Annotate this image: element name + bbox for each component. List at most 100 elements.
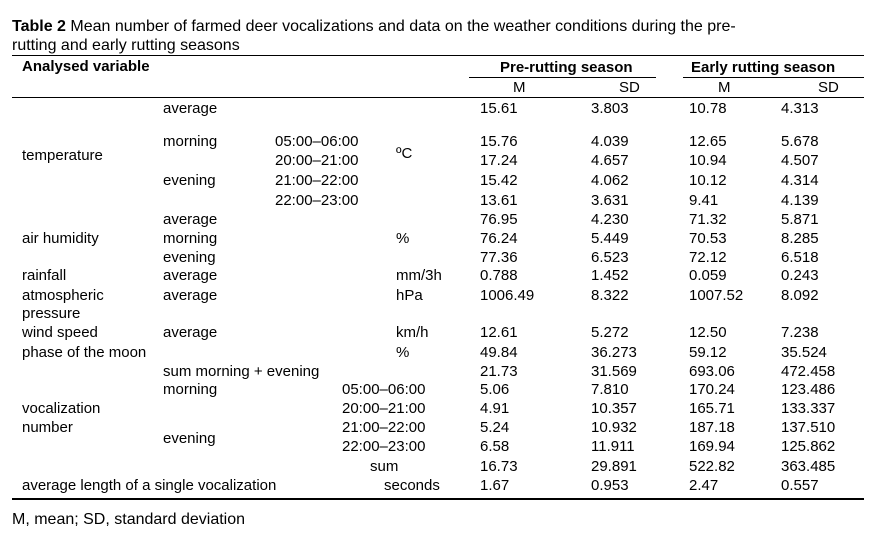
sublabel-vocal-sum: sum <box>370 458 399 475</box>
row-9-m-pre: 1006.49 <box>480 287 535 304</box>
row-18-sd-pre: 0.953 <box>591 477 629 494</box>
row-18-m-pre: 1.67 <box>480 477 510 494</box>
time-temp-3: 21:00–22:00 <box>275 172 359 189</box>
row-5-sd-early: 5.871 <box>781 211 819 228</box>
row-0-m-early: 10.78 <box>689 100 727 117</box>
row-16-m-pre: 6.58 <box>480 438 510 455</box>
label-vocalization: vocalization <box>22 400 101 417</box>
unit-rainfall: mm/3h <box>396 267 442 284</box>
sublabel-wind-average: average <box>163 324 218 341</box>
time-temp-4: 22:00–23:00 <box>275 192 359 209</box>
row-15-m-pre: 5.24 <box>480 419 510 436</box>
row-6-m-early: 70.53 <box>689 230 727 247</box>
row-15-sd-early: 137.510 <box>781 419 836 436</box>
header-sd-pre: SD <box>619 79 640 96</box>
row-18-sd-early: 0.557 <box>781 477 819 494</box>
row-8-m-early: 0.059 <box>689 267 727 284</box>
time-vocal-1: 05:00–06:00 <box>342 381 426 398</box>
time-vocal-2: 20:00–21:00 <box>342 400 426 417</box>
row-6-m-pre: 76.24 <box>480 230 518 247</box>
sublabel-vocal-evening: evening <box>163 430 216 447</box>
row-18-m-early: 2.47 <box>689 477 719 494</box>
row-16-sd-early: 125.862 <box>781 438 836 455</box>
header-m-early: M <box>718 79 731 96</box>
season-rule-early <box>683 77 864 78</box>
label-wind-speed: wind speed <box>22 324 98 341</box>
row-5-m-pre: 76.95 <box>480 211 518 228</box>
table-footnote: M, mean; SD, standard deviation <box>12 511 246 528</box>
row-14-m-early: 165.71 <box>689 400 735 417</box>
unit-celsius: ºC <box>396 145 413 162</box>
time-temp-1: 05:00–06:00 <box>275 133 359 150</box>
row-8-sd-pre: 1.452 <box>591 267 629 284</box>
row-10-m-pre: 12.61 <box>480 324 518 341</box>
season-rule-pre <box>469 77 656 78</box>
row-1-m-pre: 15.76 <box>480 133 518 150</box>
caption-text: Mean number of farmed deer vocalizations… <box>70 18 736 35</box>
row-12-m-pre: 21.73 <box>480 363 518 380</box>
row-13-sd-pre: 7.810 <box>591 381 629 398</box>
label-air-humidity: air humidity <box>22 230 99 247</box>
row-13-m-early: 170.24 <box>689 381 735 398</box>
row-1-sd-early: 5.678 <box>781 133 819 150</box>
row-5-sd-pre: 4.230 <box>591 211 629 228</box>
row-9-sd-early: 8.092 <box>781 287 819 304</box>
table-caption-line2: rutting and early rutting seasons <box>12 37 240 54</box>
row-4-sd-early: 4.139 <box>781 192 819 209</box>
row-0-sd-early: 4.313 <box>781 100 819 117</box>
row-12-m-early: 693.06 <box>689 363 735 380</box>
row-0-sd-pre: 3.803 <box>591 100 629 117</box>
row-0-m-pre: 15.61 <box>480 100 518 117</box>
row-5-m-early: 71.32 <box>689 211 727 228</box>
row-1-m-early: 12.65 <box>689 133 727 150</box>
row-2-sd-pre: 4.657 <box>591 152 629 169</box>
row-14-sd-pre: 10.357 <box>591 400 637 417</box>
row-17-m-early: 522.82 <box>689 458 735 475</box>
top-rule <box>12 55 864 56</box>
header-pre-rutting: Pre-rutting season <box>500 59 633 76</box>
row-7-sd-early: 6.518 <box>781 249 819 266</box>
row-3-sd-early: 4.314 <box>781 172 819 189</box>
sublabel-sum-morning-evening: sum morning + evening <box>163 363 320 380</box>
row-11-sd-early: 35.524 <box>781 344 827 361</box>
row-9-m-early: 1007.52 <box>689 287 744 304</box>
unit-wind: km/h <box>396 324 429 341</box>
row-7-m-early: 72.12 <box>689 249 727 266</box>
time-temp-2: 20:00–21:00 <box>275 152 359 169</box>
header-sd-early: SD <box>818 79 839 96</box>
sublabel-hum-evening: evening <box>163 249 216 266</box>
header-m-pre: M <box>513 79 526 96</box>
sublabel-rain-average: average <box>163 267 218 284</box>
row-4-sd-pre: 3.631 <box>591 192 629 209</box>
header-early-rutting: Early rutting season <box>691 59 836 76</box>
header-variable: Analysed variable <box>22 58 150 75</box>
row-7-sd-pre: 6.523 <box>591 249 629 266</box>
row-15-m-early: 187.18 <box>689 419 735 436</box>
sublabel-temp-evening: evening <box>163 172 216 189</box>
header-rule <box>12 97 864 98</box>
table-label: Table 2 <box>12 18 66 35</box>
row-17-m-pre: 16.73 <box>480 458 518 475</box>
row-17-sd-pre: 29.891 <box>591 458 637 475</box>
row-1-sd-pre: 4.039 <box>591 133 629 150</box>
row-2-m-early: 10.94 <box>689 152 727 169</box>
row-9-sd-pre: 8.322 <box>591 287 629 304</box>
row-4-m-pre: 13.61 <box>480 192 518 209</box>
row-3-m-pre: 15.42 <box>480 172 518 189</box>
sublabel-pressure-average: average <box>163 287 218 304</box>
unit-moon-percent: % <box>396 344 410 361</box>
sublabel-vocal-morning: morning <box>163 381 218 398</box>
unit-pressure: hPa <box>396 287 423 304</box>
row-7-m-pre: 77.36 <box>480 249 518 266</box>
row-3-sd-pre: 4.062 <box>591 172 629 189</box>
sublabel-hum-morning: morning <box>163 230 218 247</box>
sublabel-temp-average: average <box>163 100 218 117</box>
row-16-sd-pre: 11.911 <box>591 438 635 455</box>
row-2-m-pre: 17.24 <box>480 152 518 169</box>
row-8-m-pre: 0.788 <box>480 267 518 284</box>
row-6-sd-early: 8.285 <box>781 230 819 247</box>
row-11-m-early: 59.12 <box>689 344 727 361</box>
time-vocal-3: 21:00–22:00 <box>342 419 426 436</box>
time-vocal-4: 22:00–23:00 <box>342 438 426 455</box>
label-number: number <box>22 419 73 436</box>
